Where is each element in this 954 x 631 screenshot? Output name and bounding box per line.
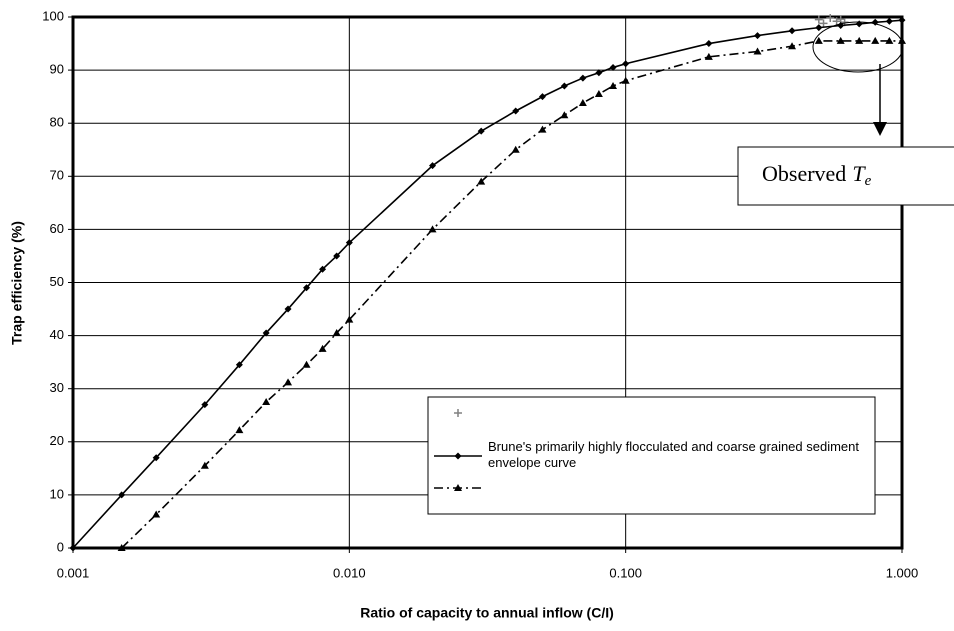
legend-marker <box>454 452 462 460</box>
point <box>622 60 630 68</box>
point <box>511 145 520 153</box>
point <box>704 52 713 60</box>
point <box>262 329 270 337</box>
point <box>152 510 161 518</box>
y-tick-label: 60 <box>50 221 64 236</box>
legend: Brune's primarily highly flocculated and… <box>427 396 876 515</box>
callout-arrowhead <box>873 122 887 136</box>
point <box>332 328 341 336</box>
point <box>754 32 762 40</box>
point <box>788 42 797 50</box>
y-axis-title: Trap efficiency (%) <box>9 221 25 345</box>
point <box>836 36 845 44</box>
point <box>855 36 864 44</box>
point <box>284 305 292 313</box>
point <box>595 69 603 77</box>
point <box>118 491 126 499</box>
point <box>594 89 603 97</box>
y-tick-label: 30 <box>50 380 64 395</box>
y-tick-label: 0 <box>57 539 64 554</box>
point <box>560 82 568 90</box>
y-tick-label: 100 <box>42 8 64 23</box>
point <box>345 315 354 323</box>
x-axis-title: Ratio of capacity to annual inflow (C/I) <box>360 605 614 621</box>
point <box>538 125 547 133</box>
legend-marker <box>454 484 462 491</box>
plot-area: 0 10 20 30 40 50 60 70 80 90 100 0.001 0.010 0.100 1.0… <box>42 8 918 580</box>
point <box>200 461 209 469</box>
legend-box <box>427 396 876 515</box>
point <box>538 93 546 101</box>
annotation: Observed Te <box>762 161 872 189</box>
point <box>609 82 618 90</box>
point <box>578 99 587 107</box>
x-tick-label: 1.000 <box>886 565 919 580</box>
point <box>429 162 437 170</box>
point <box>814 15 823 24</box>
point <box>235 361 243 369</box>
point <box>477 177 486 185</box>
point <box>815 24 823 32</box>
point <box>826 14 835 23</box>
y-tick-label: 20 <box>50 433 64 448</box>
point <box>832 17 841 26</box>
point <box>885 17 893 25</box>
point <box>560 111 569 119</box>
point <box>477 127 485 135</box>
point <box>333 252 341 260</box>
plot-border <box>71 15 904 550</box>
point <box>319 265 327 273</box>
point <box>753 47 762 55</box>
point <box>512 107 520 115</box>
point <box>117 544 126 551</box>
point <box>284 378 293 386</box>
point <box>885 36 894 44</box>
y-tick-label: 10 <box>50 486 64 501</box>
point <box>428 225 437 233</box>
x-tick-label: 0.001 <box>57 565 90 580</box>
point <box>318 344 327 352</box>
point <box>609 63 617 71</box>
annotation-symbol: T <box>852 161 866 186</box>
legend-marker <box>454 409 462 417</box>
point <box>302 360 311 368</box>
point <box>814 36 823 44</box>
point <box>855 20 863 28</box>
y-tick-label: 40 <box>50 327 64 342</box>
point <box>705 40 713 48</box>
y-tick-label: 90 <box>50 62 64 77</box>
point <box>579 74 587 82</box>
point <box>152 454 160 462</box>
point <box>303 284 311 292</box>
y-tick-label: 50 <box>50 274 64 289</box>
point <box>201 401 209 409</box>
point <box>788 27 796 35</box>
annotation-box <box>737 146 954 206</box>
legend-label: Brune's primarily highly flocculated and… <box>488 439 859 470</box>
point <box>871 36 880 44</box>
series-line <box>121 40 902 549</box>
callout-ellipse <box>812 21 904 73</box>
annotation-subscript: e <box>865 173 872 189</box>
point <box>819 19 828 28</box>
point <box>69 544 77 552</box>
point <box>262 397 271 405</box>
point <box>898 16 906 24</box>
point <box>621 76 630 84</box>
x-tick-label: 0.100 <box>609 565 642 580</box>
point <box>235 426 244 434</box>
x-tick-label: 0.010 <box>333 565 366 580</box>
y-tick-label: 70 <box>50 168 64 183</box>
y-tick-label: 80 <box>50 115 64 130</box>
point <box>345 239 353 247</box>
annotation-text: Observed <box>762 161 846 186</box>
